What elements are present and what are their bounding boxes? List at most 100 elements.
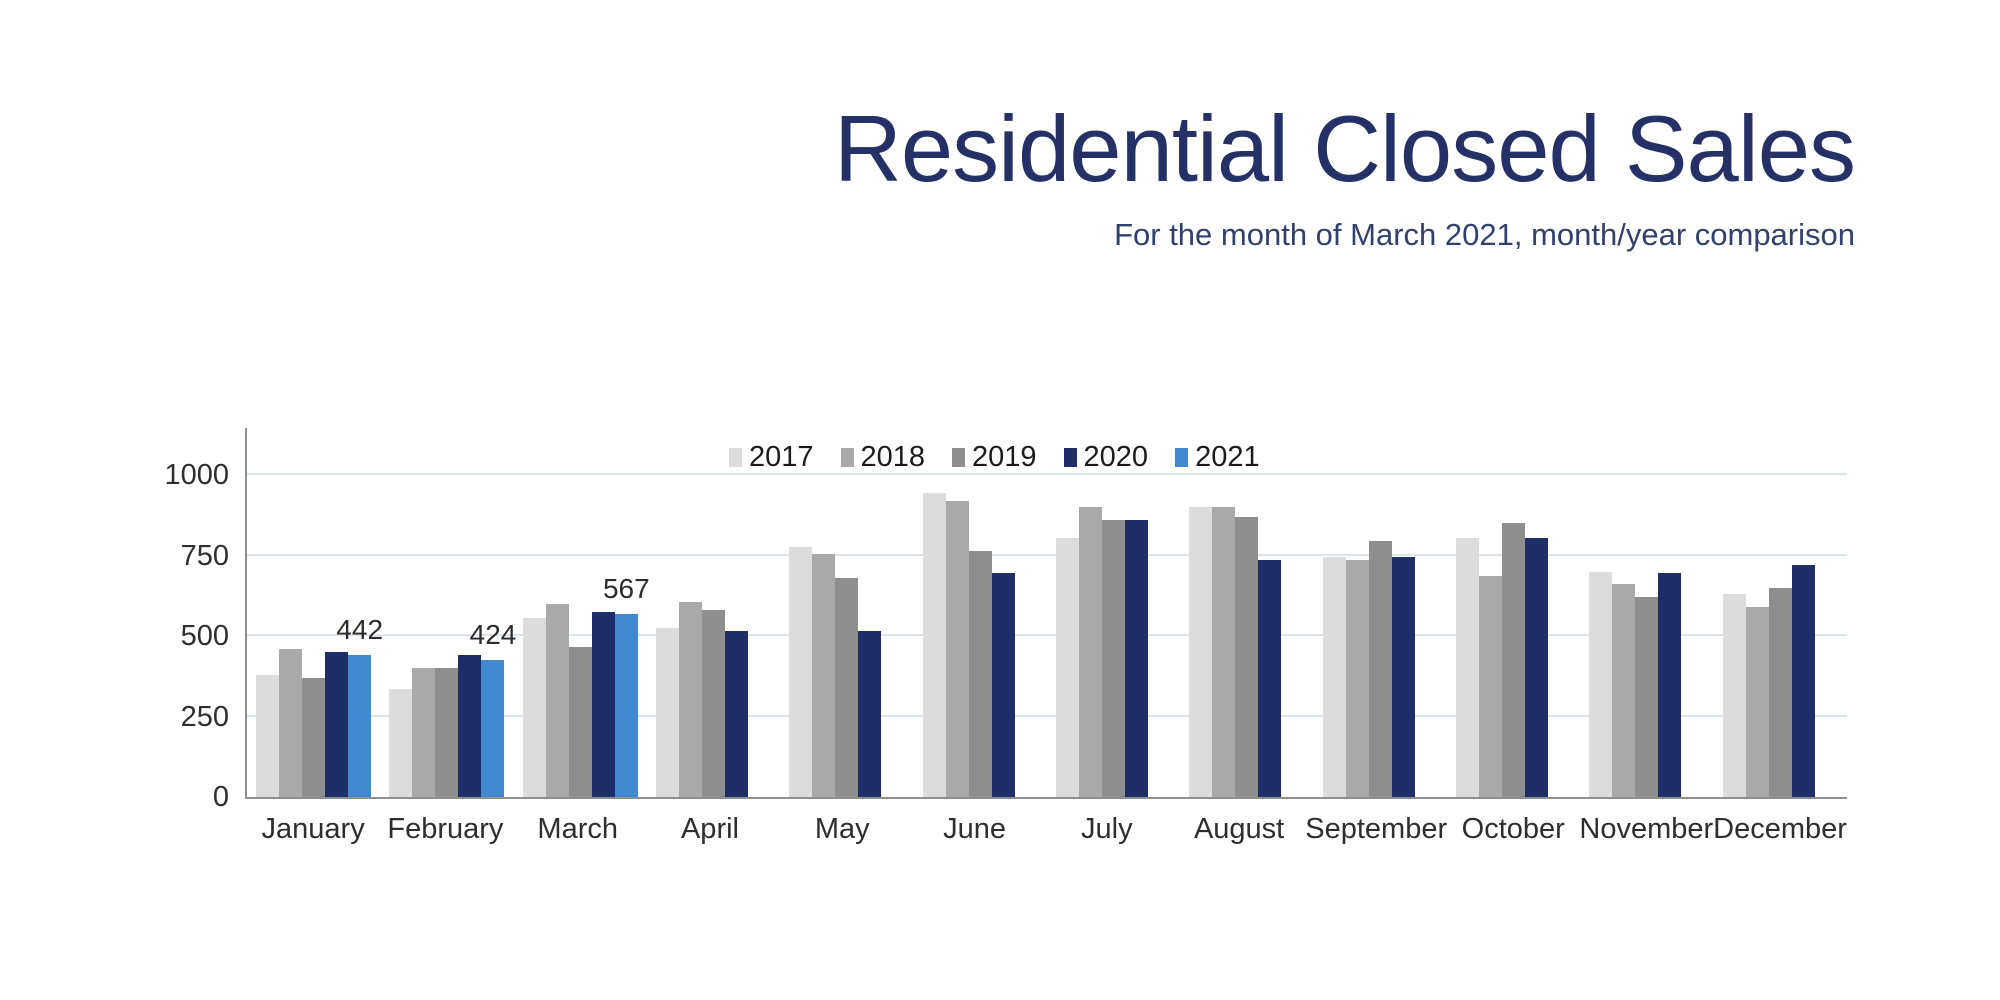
bar-slot-2020-august (1258, 428, 1282, 797)
bar-group-april (647, 428, 780, 797)
legend-label: 2018 (860, 441, 926, 473)
bar-2019-october (1502, 523, 1526, 797)
y-tick-250: 250 (180, 700, 229, 733)
data-label-march: 567 (602, 573, 650, 605)
y-tick-0: 0 (212, 781, 229, 813)
bar-2019-june (968, 550, 992, 797)
bar-slot-2019-july (1102, 428, 1126, 797)
chart-legend: 2017 2018 2019 2020 2021 (729, 441, 1260, 474)
bar-slot-2021-october (1548, 428, 1571, 797)
bar-2017-april (656, 627, 680, 797)
x-axis-labels: January February March April May June July Augu… (247, 813, 1847, 846)
bar-slot-2017-april (656, 428, 680, 797)
bar-2020-march (591, 611, 615, 797)
bar-slot-2017-june (922, 428, 946, 797)
bar-2018-march (545, 603, 569, 797)
bar-2018-november (1612, 584, 1636, 797)
legend-swatch-icon (840, 448, 854, 467)
legend-item-2019: 2019 (952, 441, 1037, 474)
bar-slot-2020-november (1658, 428, 1682, 797)
bar-2018-september (1345, 560, 1369, 797)
x-label-september: September (1305, 813, 1448, 845)
bar-slot-2020-february (458, 428, 482, 797)
bar-chart: 2017 2018 2019 2020 2021 442 424 567 January Fe… (164, 428, 1847, 845)
bar-2018-may (812, 553, 836, 797)
bar-2020-february (458, 655, 482, 797)
bar-slot-2018-september (1345, 428, 1369, 797)
bar-slot-2018-july (1079, 428, 1103, 797)
bar-slot-2017-november (1589, 428, 1613, 797)
bar-slot-2019-october (1502, 428, 1526, 797)
bar-slot-2021-may (881, 428, 904, 797)
x-label-february: February (387, 813, 504, 845)
bar-2019-september (1368, 541, 1392, 797)
bar-slot-2019-april (702, 428, 726, 797)
bar-2017-october (1456, 537, 1480, 797)
bar-2019-may (835, 578, 859, 797)
bar-slot-2017-may (789, 428, 813, 797)
bar-slot-2017-december (1722, 428, 1746, 797)
bar-2020-january (325, 652, 349, 797)
bar-slot-2018-december (1745, 428, 1769, 797)
bar-slot-2020-july (1125, 428, 1149, 797)
bar-slot-2019-may (835, 428, 859, 797)
bar-slot-2017-february (389, 428, 413, 797)
x-label-october: October (1461, 813, 1565, 845)
gridline-750 (247, 553, 1847, 556)
x-label-december: December (1713, 813, 1847, 845)
bar-slot-2021-november (1681, 428, 1704, 797)
bar-2019-august (1235, 516, 1259, 797)
bar-2019-february (435, 668, 459, 797)
legend-label: 2020 (1083, 441, 1149, 473)
bar-slot-2020-may (858, 428, 882, 797)
bar-slot-2017-january (256, 428, 280, 797)
data-label-february: 424 (469, 619, 517, 651)
bar-slot-2021-august (1281, 428, 1304, 797)
bar-slot-2018-january (279, 428, 303, 797)
legend-swatch-icon (1063, 448, 1077, 467)
gridline-250 (247, 714, 1847, 717)
bar-slot-2019-february (435, 428, 459, 797)
bar-group-january: 442 (247, 428, 383, 797)
bar-slot-2018-may (812, 428, 836, 797)
bar-group-march: 567 (514, 428, 650, 797)
x-label-july: July (1081, 813, 1133, 845)
bar-group-august (1180, 428, 1313, 797)
bar-slot-2018-april (679, 428, 703, 797)
bar-2020-july (1125, 520, 1149, 797)
bar-2020-december (1791, 565, 1815, 797)
bar-2018-july (1079, 507, 1103, 797)
bar-slot-2021-january: 442 (336, 428, 383, 797)
bar-slot-2019-january (302, 428, 326, 797)
bar-2017-august (1189, 507, 1213, 797)
bar-2018-october (1479, 576, 1503, 797)
bar-slot-2021-february: 424 (470, 428, 516, 797)
bar-group-december (1714, 428, 1847, 797)
bar-2020-august (1258, 560, 1282, 797)
bar-slot-2017-march (522, 428, 546, 797)
bar-slot-2018-february (412, 428, 436, 797)
legend-label: 2019 (972, 441, 1037, 473)
bar-slot-2020-june (991, 428, 1015, 797)
x-label-may: May (814, 813, 870, 845)
bar-slot-2020-december (1791, 428, 1815, 797)
bar-2020-april (725, 631, 749, 797)
legend-label: 2017 (749, 441, 814, 473)
bar-2018-february (412, 668, 436, 797)
bar-2018-december (1745, 607, 1769, 797)
bar-slot-2021-march: 567 (603, 428, 650, 797)
bar-slot-2018-august (1212, 428, 1236, 797)
bar-slot-2019-september (1368, 428, 1392, 797)
bar-2018-august (1212, 507, 1236, 797)
bar-slot-2021-june (1015, 428, 1038, 797)
bar-group-october (1447, 428, 1580, 797)
bar-slot-2021-july (1148, 428, 1171, 797)
legend-item-2018: 2018 (840, 441, 926, 474)
x-label-april: April (680, 813, 739, 845)
chart-title: Residential Closed Sales (833, 96, 1856, 201)
gridline-500 (247, 634, 1847, 636)
plot-area: 442 424 567 (247, 428, 1847, 797)
bar-slot-2020-january (325, 428, 349, 797)
bar-slot-2017-july (1056, 428, 1080, 797)
legend-swatch-icon (729, 448, 742, 467)
